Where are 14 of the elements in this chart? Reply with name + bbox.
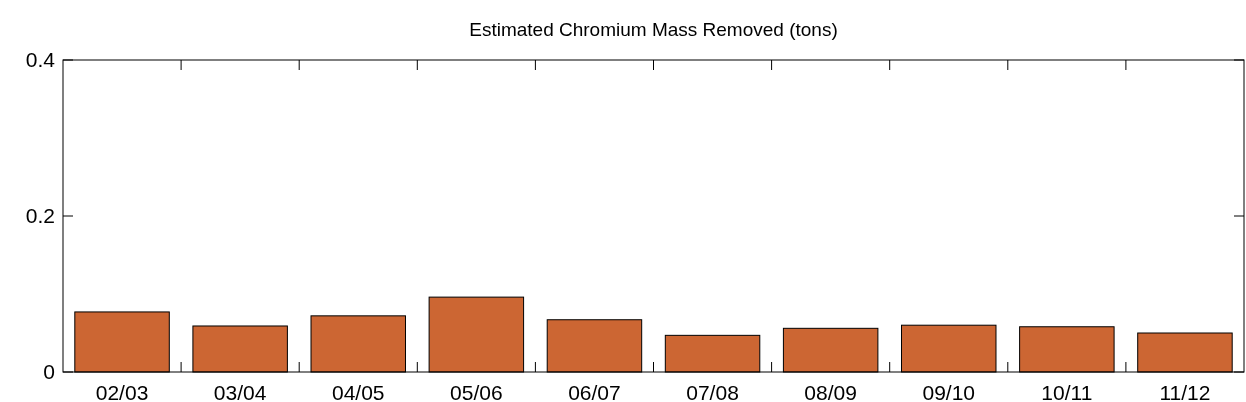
x-tick-label: 09/10 xyxy=(922,381,976,402)
x-tick-label: 05/06 xyxy=(450,381,503,402)
x-tick-label: 08/09 xyxy=(804,381,857,402)
x-tick-label: 04/05 xyxy=(331,381,385,402)
x-tick-label: 11/12 xyxy=(1159,381,1211,402)
x-tick-label: 10/11 xyxy=(1041,381,1093,402)
x-tick-label: 02/03 xyxy=(95,381,149,402)
y-tick-label: 0.2 xyxy=(25,204,55,228)
x-tick-label: 03/04 xyxy=(213,381,267,402)
chart-title: Estimated Chromium Mass Removed (tons) xyxy=(469,19,838,40)
y-tick-label: 0.4 xyxy=(25,48,56,72)
x-tick-label: 06/07 xyxy=(568,381,621,402)
y-tick-label: 0 xyxy=(43,360,55,384)
x-tick-label: 07/08 xyxy=(686,381,739,402)
